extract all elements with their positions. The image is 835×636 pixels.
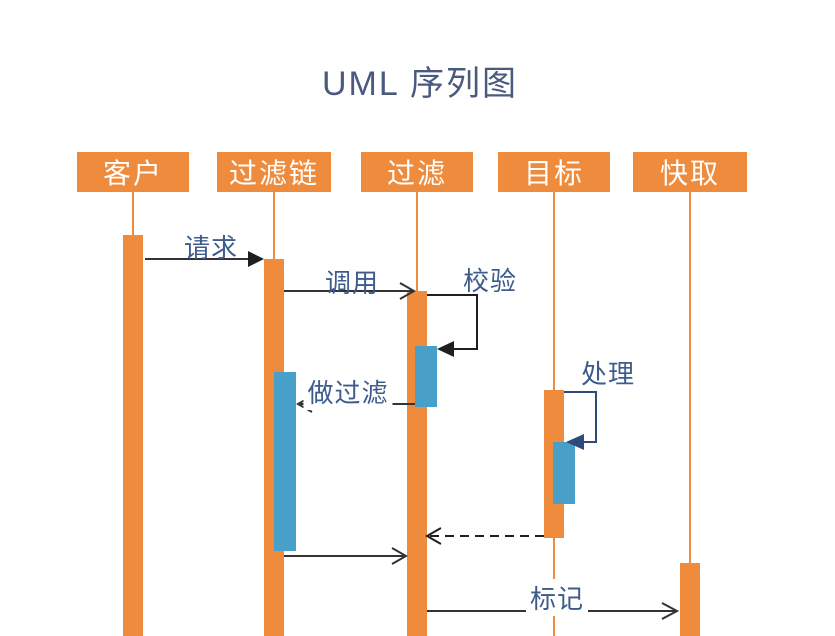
activation-client [123, 235, 143, 636]
actor-label-target: 目标 [523, 158, 584, 189]
actor-label-cache: 快取 [659, 158, 720, 189]
actor-box-filter-chain: 过滤链 [217, 152, 331, 192]
message-arrow-request [145, 251, 264, 267]
activation-cache [680, 563, 700, 636]
actor-box-client: 客户 [77, 152, 189, 192]
actor-label-client: 客户 [102, 158, 163, 189]
message-arrow-process-self-loop [564, 391, 597, 450]
message-arrow-validate-self-loop [427, 294, 478, 357]
actor-box-filter: 过滤 [361, 152, 473, 192]
actor-box-cache: 快取 [633, 152, 747, 192]
message-label-request: 请求 [183, 233, 239, 263]
lifeline-filter-chain [273, 192, 275, 260]
message-arrow-return-dashed [424, 527, 544, 545]
message-label-validate: 校验 [462, 266, 518, 296]
message-label-process: 处理 [580, 359, 636, 389]
lifeline-client [132, 192, 134, 236]
nested-activation-filter [415, 346, 437, 407]
actor-label-filter: 过滤 [386, 158, 447, 189]
lifeline-cache [689, 192, 691, 563]
actor-box-target: 目标 [498, 152, 610, 192]
message-label-mark: 标记 [525, 579, 589, 616]
lifeline-filter [416, 192, 418, 292]
message-label-do-filter: 做过滤 [303, 373, 393, 410]
message-arrow-call [284, 282, 417, 300]
actor-label-filter-chain: 过滤链 [228, 158, 319, 189]
diagram-title: UML 序列图 [322, 65, 518, 103]
message-arrow-unlabeled [284, 547, 409, 565]
nested-activation-target [553, 442, 575, 504]
lifeline-target-upper [553, 192, 555, 390]
message-label-call: 调用 [324, 268, 380, 298]
nested-activation-filter-chain [274, 372, 296, 551]
